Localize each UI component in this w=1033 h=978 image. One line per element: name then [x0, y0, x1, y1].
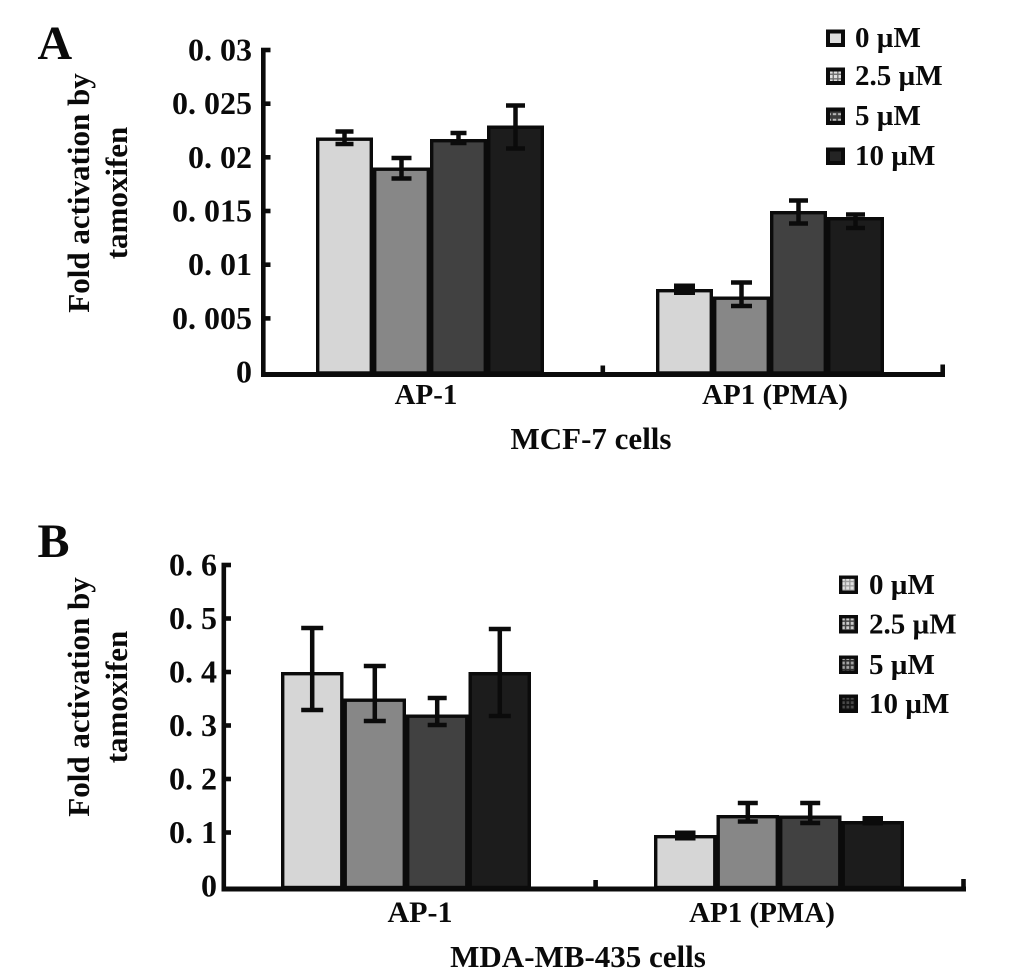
svg-text:2.5 µM: 2.5 µM	[869, 609, 957, 641]
svg-text:0. 3: 0. 3	[169, 707, 217, 743]
svg-text:tamoxifen: tamoxifen	[99, 631, 134, 764]
svg-text:0. 1: 0. 1	[169, 814, 217, 850]
svg-text:5 µM: 5 µM	[855, 100, 921, 132]
svg-text:5 µM: 5 µM	[869, 649, 935, 681]
svg-text:0. 005: 0. 005	[172, 300, 252, 336]
svg-text:0. 4: 0. 4	[169, 654, 217, 690]
svg-text:0. 6: 0. 6	[169, 547, 217, 583]
svg-text:AP1 (PMA): AP1 (PMA)	[689, 897, 835, 929]
svg-text:10 µM: 10 µM	[869, 688, 949, 720]
svg-text:0. 02: 0. 02	[188, 139, 252, 175]
svg-text:0 µM: 0 µM	[855, 22, 921, 54]
svg-text:0. 5: 0. 5	[169, 600, 217, 636]
svg-text:AP1 (PMA): AP1 (PMA)	[702, 379, 848, 411]
svg-text:2.5 µM: 2.5 µM	[855, 60, 943, 92]
svg-text:10 µM: 10 µM	[855, 140, 935, 172]
svg-text:0. 01: 0. 01	[188, 246, 252, 282]
svg-text:0: 0	[201, 868, 217, 904]
svg-text:0. 03: 0. 03	[188, 32, 252, 68]
svg-text:Fold activation by: Fold activation by	[61, 73, 96, 313]
svg-text:A: A	[38, 17, 73, 70]
svg-text:Fold activation by: Fold activation by	[61, 577, 96, 817]
svg-text:MCF-7 cells: MCF-7 cells	[511, 421, 672, 456]
svg-text:0: 0	[236, 354, 252, 390]
svg-text:0. 015: 0. 015	[172, 193, 252, 229]
svg-text:AP-1: AP-1	[395, 379, 458, 411]
svg-text:0 µM: 0 µM	[869, 569, 935, 601]
svg-text:B: B	[38, 515, 70, 568]
svg-text:tamoxifen: tamoxifen	[99, 127, 134, 260]
svg-text:0. 025: 0. 025	[172, 85, 252, 121]
svg-text:0. 2: 0. 2	[169, 761, 217, 797]
svg-text:AP-1: AP-1	[388, 896, 453, 929]
svg-text:MDA-MB-435 cells: MDA-MB-435 cells	[450, 939, 706, 974]
